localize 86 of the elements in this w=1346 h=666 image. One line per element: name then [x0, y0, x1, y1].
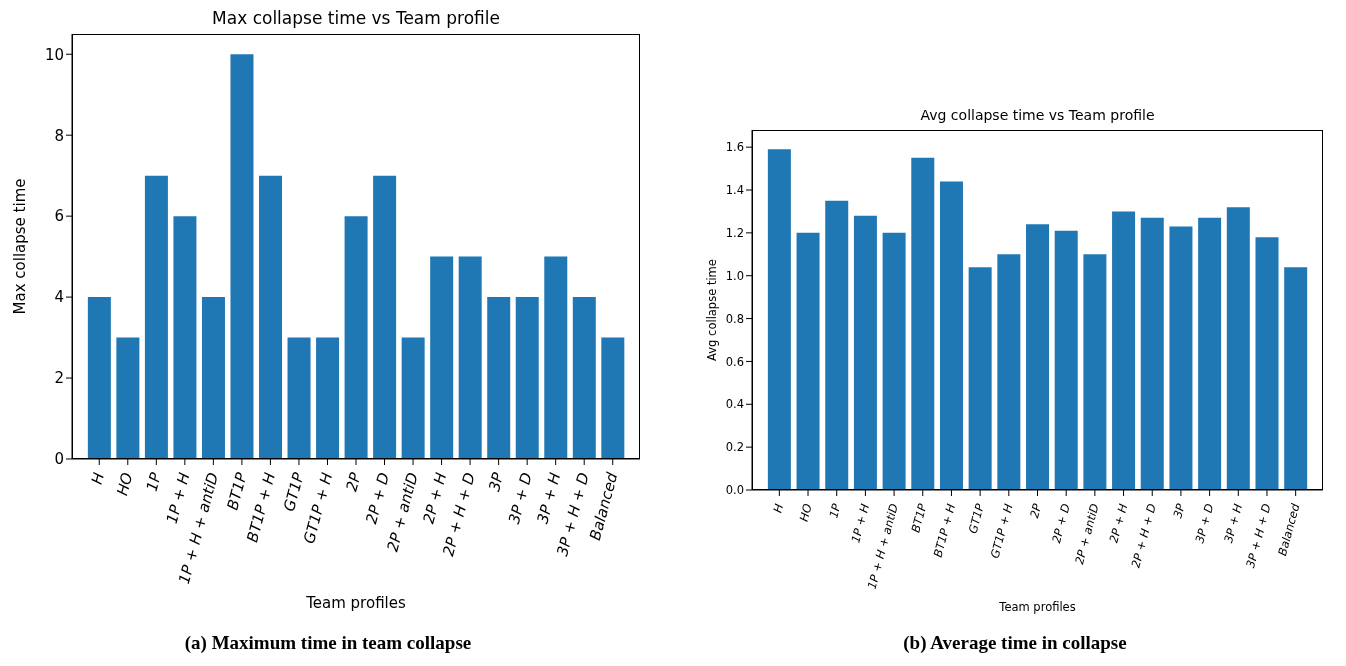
- y-tick-label: 1.2: [725, 225, 744, 240]
- chart-title: Max collapse time vs Team profile: [211, 8, 501, 28]
- bar: [173, 216, 197, 459]
- bar: [430, 256, 454, 459]
- x-tick-label: 3P + D: [1192, 502, 1217, 545]
- y-tick-label: 1.6: [725, 140, 744, 155]
- y-tick-label: 4: [54, 288, 64, 307]
- y-tick-label: 0.0: [725, 483, 744, 498]
- bar: [572, 297, 596, 459]
- bar: [544, 256, 568, 459]
- x-tick-label: H: [770, 501, 787, 515]
- bar: [1112, 211, 1136, 490]
- bar: [911, 157, 935, 490]
- bar: [373, 175, 397, 459]
- y-tick-label: 0.6: [725, 354, 744, 369]
- bar: [401, 337, 425, 459]
- x-tick-label: 2P: [342, 469, 365, 494]
- y-tick-label: 0.2: [725, 440, 744, 455]
- bar: [796, 232, 820, 490]
- y-tick-label: 8: [54, 126, 64, 145]
- x-tick-label: 3P: [1170, 502, 1188, 520]
- bar: [997, 254, 1021, 490]
- bar: [487, 297, 511, 459]
- x-tick-label: GT1P: [280, 469, 308, 514]
- bar: [825, 200, 849, 490]
- bar: [1083, 254, 1107, 490]
- y-tick-label: 10: [44, 45, 64, 64]
- text: (b) Average time in collapse: [902, 632, 1128, 654]
- x-tick-label: HO: [796, 502, 815, 523]
- bar: [1054, 230, 1078, 490]
- y-tick-label: 1.0: [725, 268, 744, 283]
- x-tick-label: 3P + H: [533, 470, 565, 526]
- bar: [939, 181, 963, 490]
- x-tick-label: HO: [113, 470, 137, 498]
- bar: [230, 54, 254, 459]
- bar: [1169, 226, 1193, 490]
- x-tick-label: 2P: [1027, 502, 1045, 520]
- bar: [287, 337, 311, 459]
- bar: [601, 337, 625, 459]
- x-tick-label: H: [87, 470, 108, 487]
- bar: [968, 267, 992, 490]
- text: (a) Maximum time in team collapse: [183, 632, 473, 654]
- y-tick-label: 0: [54, 450, 64, 469]
- bar: [1026, 224, 1050, 490]
- bar: [882, 232, 906, 490]
- bar: [1140, 217, 1164, 490]
- x-tick-label: 2P + antiD: [1072, 502, 1102, 566]
- y-tick-label: 0.8: [725, 311, 744, 326]
- x-tick-label: 3P + H + D: [1243, 502, 1274, 570]
- y-tick-label: 2: [54, 369, 64, 388]
- bar: [344, 216, 368, 459]
- x-tick-label: BT1P: [223, 469, 251, 513]
- bar: [767, 149, 791, 490]
- x-axis-title: Team profiles: [998, 600, 1077, 614]
- y-tick-label: 6: [54, 207, 64, 226]
- x-tick-label: BT1P + H: [930, 501, 959, 559]
- x-tick-label: 3P + H: [1221, 501, 1246, 545]
- bar: [87, 297, 111, 459]
- y-axis-title: Avg collapse time: [705, 259, 720, 361]
- bar: [515, 297, 539, 459]
- bar: [1255, 237, 1279, 490]
- bar: [1284, 267, 1308, 490]
- bar: [259, 175, 283, 459]
- y-axis-title: Max collapse time: [11, 178, 30, 315]
- x-tick-label: 1P + H: [848, 501, 873, 545]
- bar: [144, 175, 168, 459]
- y-tick-label: 1.4: [725, 183, 744, 198]
- x-tick-label: 2P + H: [1106, 501, 1131, 545]
- bar: [853, 215, 877, 490]
- x-tick-label: 1P: [826, 502, 844, 520]
- bar: [316, 337, 340, 459]
- bar: [116, 337, 140, 459]
- chart-title: Avg collapse time vs Team profile: [919, 107, 1156, 123]
- bar: [458, 256, 482, 459]
- x-tick-label: 2P + H + D: [1128, 502, 1160, 570]
- x-tick-label: GT1P + H: [987, 501, 1016, 560]
- bar: [1198, 217, 1222, 490]
- bar: [1226, 207, 1250, 490]
- y-tick-label: 0.4: [725, 397, 744, 412]
- x-tick-label: 2P + H: [419, 470, 451, 526]
- x-tick-label: 2P + D: [362, 470, 394, 526]
- x-tick-label: 2P + D: [1049, 502, 1073, 545]
- x-tick-label: BT1P: [908, 502, 930, 534]
- bar: [201, 297, 225, 459]
- x-tick-label: GT1P: [965, 502, 987, 535]
- x-axis-title: Team profiles: [305, 594, 407, 612]
